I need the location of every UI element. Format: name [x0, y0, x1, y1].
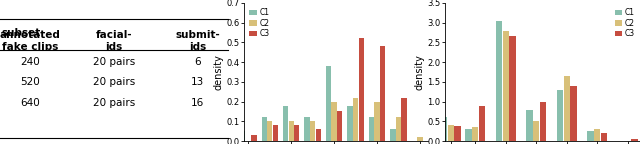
Bar: [557, 90, 563, 141]
Bar: [479, 106, 485, 141]
Bar: [374, 102, 380, 141]
Bar: [305, 117, 310, 141]
Bar: [369, 117, 374, 141]
Bar: [390, 129, 396, 141]
Text: subset: subset: [1, 28, 40, 38]
Bar: [601, 133, 607, 141]
Bar: [273, 125, 278, 141]
Bar: [358, 38, 364, 141]
Legend: C1, C2, C3: C1, C2, C3: [613, 7, 636, 40]
Bar: [465, 129, 472, 141]
Bar: [502, 31, 509, 141]
Bar: [401, 98, 406, 141]
Bar: [332, 102, 337, 141]
Bar: [326, 66, 332, 141]
Bar: [417, 137, 422, 141]
Bar: [262, 117, 267, 141]
Bar: [353, 98, 358, 141]
Bar: [267, 121, 273, 141]
Bar: [594, 129, 600, 141]
Bar: [252, 135, 257, 141]
Bar: [509, 36, 516, 141]
Legend: C1, C2, C3: C1, C2, C3: [248, 7, 271, 40]
Bar: [631, 139, 637, 141]
Bar: [289, 121, 294, 141]
Bar: [396, 117, 401, 141]
Bar: [570, 86, 577, 141]
Bar: [316, 129, 321, 141]
Bar: [533, 121, 540, 141]
Bar: [348, 106, 353, 141]
Bar: [564, 76, 570, 141]
Bar: [380, 46, 385, 141]
Bar: [526, 110, 532, 141]
Bar: [588, 131, 594, 141]
Bar: [441, 117, 447, 141]
Bar: [472, 127, 479, 141]
Bar: [496, 21, 502, 141]
Bar: [447, 125, 454, 141]
Bar: [283, 106, 288, 141]
Y-axis label: density: density: [415, 54, 424, 90]
Bar: [294, 125, 300, 141]
Bar: [240, 131, 245, 141]
Y-axis label: density: density: [214, 54, 224, 90]
Bar: [454, 126, 461, 141]
Bar: [337, 111, 342, 141]
Bar: [310, 121, 316, 141]
Bar: [540, 102, 546, 141]
